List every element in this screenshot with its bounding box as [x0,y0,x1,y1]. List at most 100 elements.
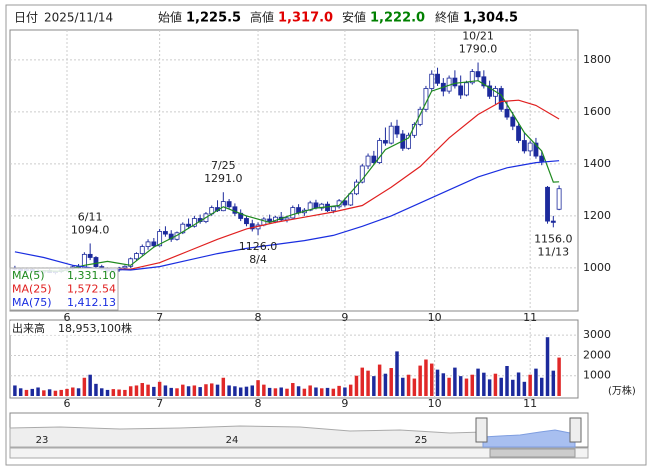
x-tick-label: 7 [156,397,163,410]
candle-body [539,155,545,162]
y-tick-label: 1000 [583,369,611,382]
candle-body [510,116,516,127]
candle-body [319,203,325,209]
volume-bar [551,370,556,396]
volume-bar [476,368,480,396]
moving-average [38,80,560,272]
range-handle-right[interactable] [569,417,582,443]
candle-body [313,202,319,209]
volume-bar [302,388,307,396]
volume-bar [325,387,330,396]
legend-value: 1,331.10 [67,269,116,282]
volume-bar [516,372,521,396]
navigator-label: 24 [226,435,239,446]
candle-body [417,108,423,125]
candle-body [359,165,365,183]
volume-bar [233,386,237,396]
candle-body [290,207,296,219]
volume-bar [482,372,486,396]
candle-body [487,85,493,97]
candle-body [371,155,377,163]
candle-body [249,223,255,230]
volume-bar [181,384,185,396]
x-tick-label: 7 [156,311,163,324]
volume-unit: (万株) [608,384,636,397]
y-tick-label: 1400 [583,157,611,170]
volume-bar [163,385,168,396]
candle-body [521,140,527,152]
volume-bar [175,388,179,396]
y-tick-label: 1200 [583,209,611,222]
volume-bar [366,370,370,396]
scroll-thumb[interactable] [489,448,576,458]
volume-bar [262,384,266,396]
y-tick-label: 3000 [583,328,611,341]
volume-bar [186,386,191,396]
volume-bar [453,367,457,396]
volume-bar [221,377,226,396]
volume-bar [128,386,133,396]
navigator-label: 23 [36,435,49,446]
candle-body [220,201,226,212]
volume-bar [487,379,492,396]
range-handle-left[interactable] [475,417,488,443]
ohlc-value: 1,304.5 [463,11,518,26]
volume-bar [441,373,446,396]
volume-bar [111,389,116,396]
candle-body [134,253,139,260]
legend-name: MA(5) [12,269,45,282]
volume-bar [204,384,208,396]
volume-bar [377,364,382,396]
legend-value: 1,572.54 [67,283,116,296]
volume-bar [71,387,75,396]
volume-bar [314,387,318,396]
volume-bar [117,389,121,396]
volume-bar [146,384,150,396]
volume-bar [169,387,173,396]
scrollbar[interactable] [9,447,589,459]
legend-box [9,267,119,311]
volume-bar [557,357,561,396]
legend-name: MA(75) [12,296,52,309]
volume-bar [424,359,428,396]
candle-body [267,218,273,223]
volume-bar [227,385,231,396]
y-tick-label: 2000 [583,348,611,361]
candle-body [481,76,487,87]
candle-body [388,125,394,144]
volume-bar [13,385,17,396]
volume-bar [348,384,353,396]
candle-body [348,193,354,206]
volume-bar [59,389,63,396]
candle-body [139,246,145,254]
candle-body [342,200,348,206]
volume-bar [244,386,249,396]
volume-bar [343,387,347,396]
candle-body [527,142,533,152]
candle-body [382,140,388,144]
x-tick-label: 9 [341,397,348,410]
volume-bar [267,387,272,396]
date-label: 日付 [14,11,38,25]
ohlc-value: 1,317.0 [278,11,333,26]
volume-bar [464,378,469,396]
volume-bar [152,386,156,396]
ohlc-label: 始値 [158,10,182,25]
navigator-range [482,429,576,448]
volume-bar [505,365,509,396]
legend-value: 1,412.13 [67,296,116,309]
annotation-value: 1156.0 [534,232,573,245]
volume-bar [418,365,422,396]
candle-body [87,253,93,258]
candle-body [151,241,157,247]
annotation-date: 8/4 [249,253,267,266]
navigator[interactable]: 23 24 25 [9,412,589,459]
ohlc-value: 1,225.5 [186,11,241,26]
candle-body [145,241,151,247]
ohlc-value: 1,222.0 [370,11,425,26]
volume-bar [499,377,503,396]
annotation-value: 1790.0 [459,42,498,55]
candle-body [550,220,556,223]
candle-body [533,142,539,157]
